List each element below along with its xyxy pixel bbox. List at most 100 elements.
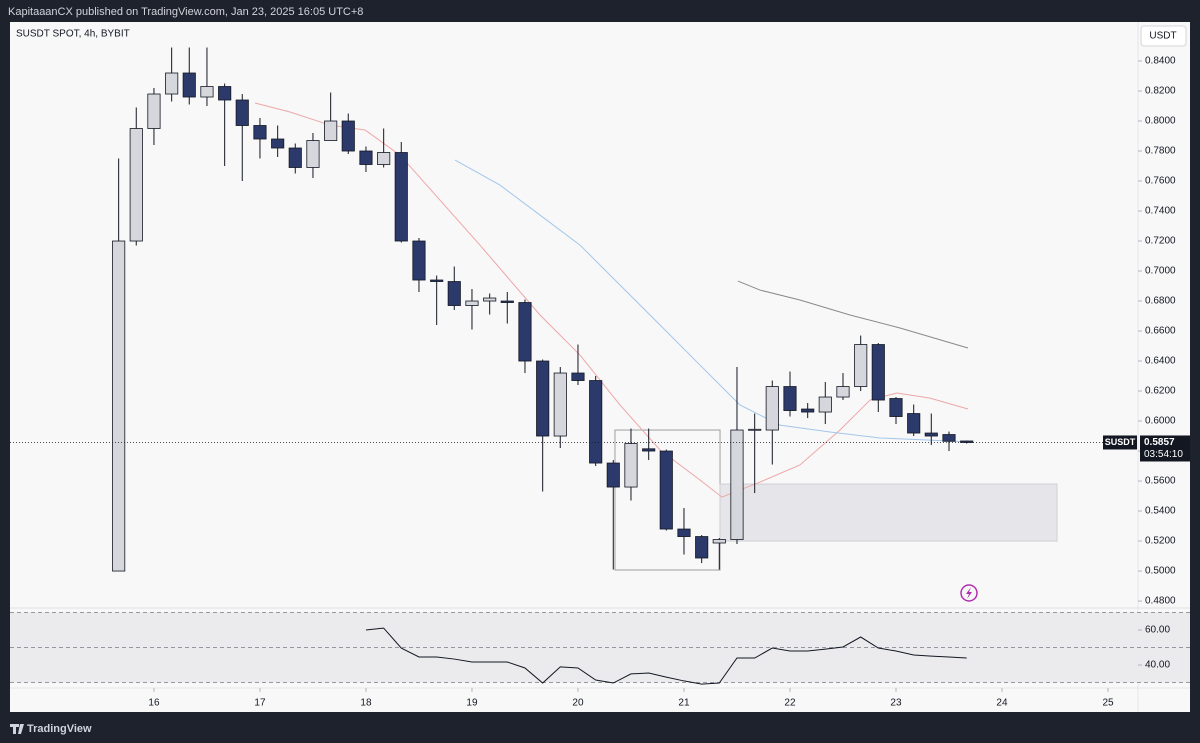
candle-body <box>889 398 903 417</box>
x-tick-label: 21 <box>678 698 690 709</box>
candle-body <box>147 93 161 129</box>
chart-panel <box>10 22 1190 712</box>
last-price-tag <box>1140 435 1190 462</box>
x-tick-label: 18 <box>360 698 372 709</box>
y-tick-label: 0.6000 <box>1145 416 1176 427</box>
y-tick-label: 0.6400 <box>1145 356 1176 367</box>
last-price-label: 0.5857 <box>1144 437 1175 448</box>
y-tick-label: 0.6800 <box>1145 296 1176 307</box>
moving-average <box>254 102 969 498</box>
y-tick-label: 0.5400 <box>1145 506 1176 517</box>
candle-body <box>430 279 444 282</box>
x-tick-label: 24 <box>996 698 1008 709</box>
candle-body <box>695 536 709 559</box>
candle-body <box>271 138 285 149</box>
candle-body <box>341 120 355 152</box>
y-tick-label: 60.00 <box>1145 625 1170 636</box>
y-tick-label: 0.7200 <box>1145 236 1176 247</box>
candle-body <box>606 462 620 488</box>
candle-body <box>518 302 532 362</box>
x-tick-label: 23 <box>890 698 902 709</box>
y-tick-label: 0.5600 <box>1145 476 1176 487</box>
candle-body <box>642 448 656 452</box>
candle-body <box>730 429 744 540</box>
y-tick-label: 0.6600 <box>1145 326 1176 337</box>
candle-body <box>659 450 673 530</box>
candle-body <box>801 408 815 413</box>
candle-body <box>960 440 974 443</box>
price-plot <box>112 47 1058 572</box>
candle-body <box>377 152 391 165</box>
candle-body <box>854 344 868 387</box>
y-tick-label: 0.7400 <box>1145 206 1176 217</box>
x-tick-label: 20 <box>572 698 584 709</box>
zone <box>719 483 1058 542</box>
candle-body <box>394 152 408 242</box>
currency-label: USDT <box>1149 31 1176 42</box>
candle-body <box>624 443 638 488</box>
rsi-line <box>365 627 967 685</box>
candle-body <box>712 539 726 544</box>
candle-body <box>288 147 302 168</box>
y-tick-label: 0.8000 <box>1145 116 1176 127</box>
x-tick-label: 19 <box>466 698 478 709</box>
alert-circle <box>960 584 978 602</box>
candle-body <box>589 380 603 464</box>
candle-body <box>165 72 179 95</box>
y-tick-label: 0.5200 <box>1145 536 1176 547</box>
symbol-tag <box>1103 435 1137 450</box>
candle-body <box>536 360 550 437</box>
candle-body <box>924 432 938 437</box>
y-tick-label: 40.00 <box>1145 660 1170 671</box>
candle-body <box>907 413 921 434</box>
candle-body <box>200 86 214 98</box>
alert-icon[interactable] <box>960 584 978 602</box>
y-tick-label: 0.4800 <box>1145 596 1176 607</box>
moving-average <box>454 159 968 443</box>
candle-body <box>871 344 885 401</box>
candle-body <box>836 386 850 398</box>
y-tick-label: 0.6200 <box>1145 386 1176 397</box>
countdown-label: 03:54:10 <box>1144 449 1183 460</box>
x-tick-label: 17 <box>254 698 266 709</box>
candle-body <box>465 300 479 306</box>
candle-body <box>447 281 461 306</box>
candle-body <box>571 372 585 381</box>
x-tick-label: 25 <box>1102 698 1114 709</box>
y-tick-label: 0.7800 <box>1145 146 1176 157</box>
y-tick-label: 0.8400 <box>1145 56 1176 67</box>
y-tick-label: 0.8200 <box>1145 86 1176 97</box>
publish-header: KapitaaanCX published on TradingView.com… <box>8 6 363 18</box>
y-tick-label: 0.5000 <box>1145 566 1176 577</box>
brand-logo <box>10 724 24 734</box>
brand: TradingView <box>10 723 92 735</box>
alert-bolt <box>966 587 972 599</box>
candle-body <box>677 528 691 537</box>
candle-body <box>129 128 143 242</box>
candle-body <box>359 150 373 165</box>
candle-body <box>942 434 956 442</box>
currency-button[interactable] <box>1140 25 1187 47</box>
candle-body <box>818 396 832 413</box>
candle-body <box>412 240 426 281</box>
y-tick-label: 0.7000 <box>1145 266 1176 277</box>
candle-body <box>483 297 497 302</box>
symbol-tag-label: SUSDT <box>1105 437 1136 447</box>
candle-body <box>218 86 232 101</box>
candle-body <box>182 72 196 98</box>
x-tick-label: 22 <box>784 698 796 709</box>
brand-name: TradingView <box>27 723 92 735</box>
candle-body <box>553 372 567 437</box>
candle-body <box>324 120 338 141</box>
symbol-title: SUSDT SPOT, 4h, BYBIT <box>16 29 130 40</box>
candle-body <box>500 300 514 303</box>
moving-average <box>737 280 969 349</box>
candle-body <box>112 240 126 572</box>
y-tick-label: 0.7600 <box>1145 176 1176 187</box>
x-tick-label: 16 <box>148 698 160 709</box>
candle-body <box>748 428 762 431</box>
candle-body <box>235 99 249 126</box>
candle-body <box>765 386 779 431</box>
candle-body <box>783 386 797 411</box>
